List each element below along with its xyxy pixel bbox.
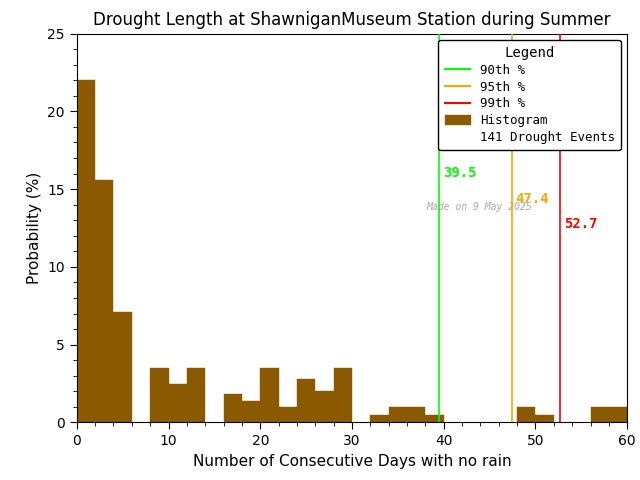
X-axis label: Number of Consecutive Days with no rain: Number of Consecutive Days with no rain	[193, 454, 511, 469]
Bar	[517, 407, 536, 422]
Text: 52.7: 52.7	[564, 217, 597, 231]
Bar	[260, 368, 278, 422]
Bar	[316, 391, 333, 422]
Bar	[591, 407, 609, 422]
Bar	[187, 368, 205, 422]
Bar	[333, 368, 352, 422]
Title: Drought Length at ShawniganMuseum Station during Summer: Drought Length at ShawniganMuseum Statio…	[93, 11, 611, 29]
Bar	[113, 312, 132, 422]
Bar	[95, 180, 113, 422]
Y-axis label: Probability (%): Probability (%)	[27, 172, 42, 284]
Legend: 90th %, 95th %, 99th %, Histogram, 141 Drought Events: 90th %, 95th %, 99th %, Histogram, 141 D…	[438, 40, 621, 150]
Bar	[168, 384, 187, 422]
Bar	[223, 395, 242, 422]
Text: 47.4: 47.4	[515, 192, 548, 206]
Bar	[150, 368, 168, 422]
Bar	[297, 379, 316, 422]
Bar	[77, 80, 95, 422]
Text: 39.5: 39.5	[443, 166, 476, 180]
Bar	[407, 407, 426, 422]
Bar	[426, 415, 444, 422]
Bar	[242, 401, 260, 422]
Text: Made on 9 May 2025: Made on 9 May 2025	[426, 202, 532, 212]
Bar	[388, 407, 407, 422]
Bar	[536, 415, 554, 422]
Bar	[371, 415, 388, 422]
Bar	[609, 407, 627, 422]
Bar	[278, 407, 297, 422]
